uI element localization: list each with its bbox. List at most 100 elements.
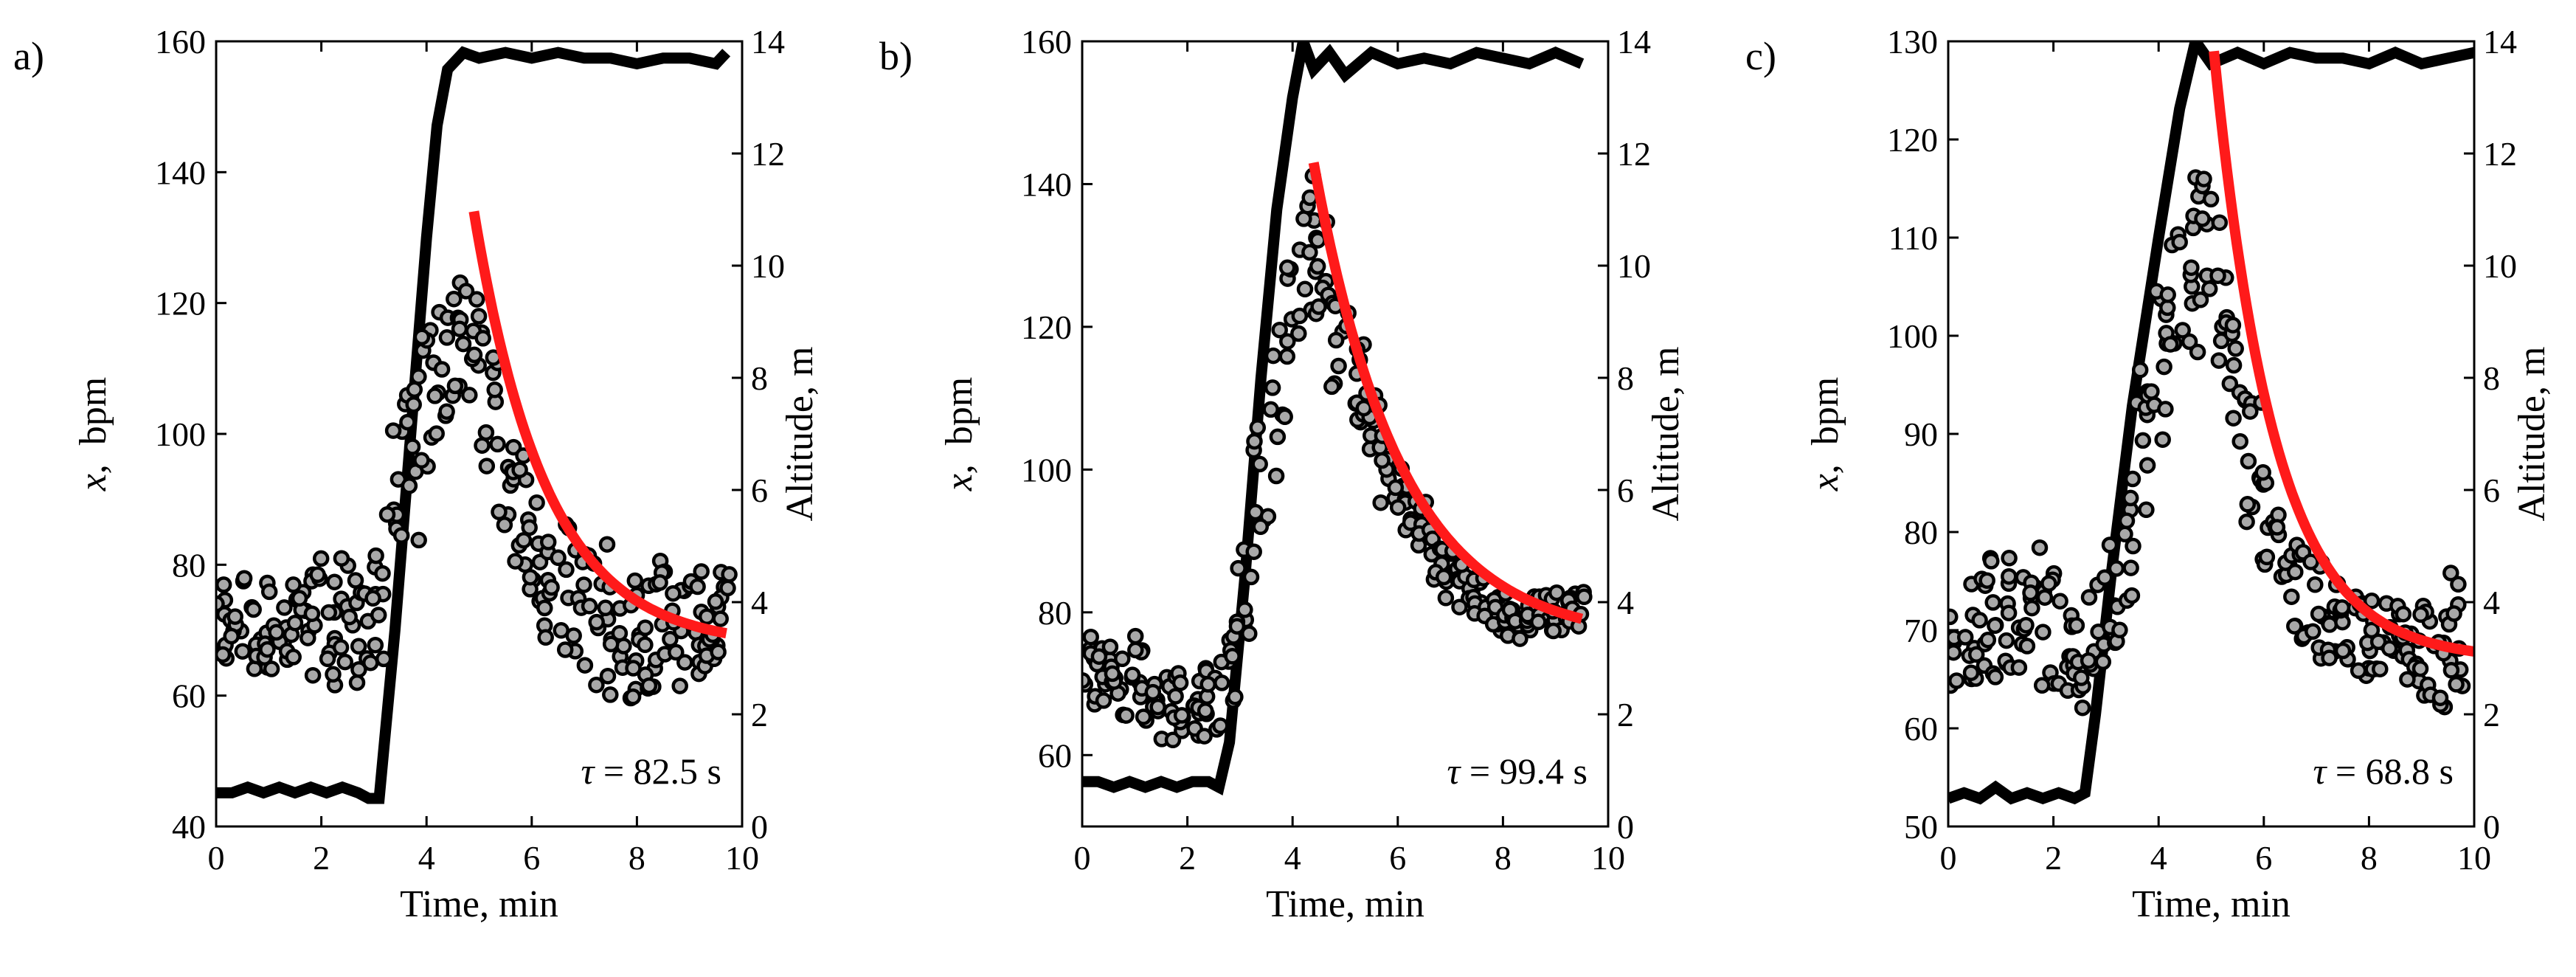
heart-rate-point: [2268, 519, 2286, 536]
x-tick-label: 4: [2150, 839, 2167, 877]
heart-rate-point: [1435, 568, 1453, 586]
heart-rate-point: [433, 361, 451, 378]
y-axis-unit: bpm: [1804, 377, 1846, 445]
heart-rate-point: [401, 477, 418, 494]
heart-rate-point: [624, 688, 642, 705]
heart-rate-point: [1267, 467, 1285, 485]
heart-rate-point: [350, 661, 367, 678]
heart-rate-point: [470, 308, 488, 325]
heart-rate-point: [528, 494, 545, 511]
heart-rate-point: [2238, 513, 2255, 531]
heart-rate-point: [375, 650, 392, 668]
y-tick-label: 100: [155, 415, 206, 453]
heart-rate-point: [637, 636, 654, 654]
y-axis-label: x, bpm: [1804, 377, 1846, 492]
y-axis-label: x, bpm: [938, 377, 980, 492]
heart-rate-point: [1545, 622, 1562, 640]
heart-rate-point: [1271, 321, 1288, 339]
heart-rate-point: [1276, 408, 1293, 426]
y-tick-label: 60: [1038, 736, 1072, 774]
x-tick-label: 10: [725, 839, 759, 877]
heart-rate-point: [1948, 672, 1965, 689]
y2-tick-label: 0: [2483, 808, 2500, 846]
heart-rate-point: [1197, 702, 1214, 719]
heart-rate-point: [2134, 432, 2152, 449]
x-tick-label: 8: [629, 839, 645, 877]
x-tick-label: 6: [523, 839, 540, 877]
heart-rate-point: [1967, 646, 1985, 663]
heart-rate-point: [598, 536, 616, 553]
y2-tick-label: 4: [1617, 584, 1634, 621]
heart-rate-point: [1104, 665, 1121, 683]
heart-rate-point: [1290, 325, 1307, 342]
heart-rate-point: [2395, 605, 2412, 623]
y-tick-label: 50: [1904, 808, 1938, 846]
heart-rate-point: [2139, 457, 2156, 474]
heart-rate-point: [309, 566, 326, 584]
heart-rate-point: [291, 590, 308, 607]
heart-rate-point: [2450, 576, 2467, 593]
heart-rate-point: [2310, 605, 2327, 623]
heart-rate-point: [2202, 190, 2220, 208]
tau-value: = 82.5 s: [594, 750, 721, 792]
heart-rate-point: [2031, 539, 2049, 556]
heart-rate-point: [1327, 331, 1345, 349]
tau-value: = 68.8 s: [2326, 750, 2454, 792]
heart-rate-point: [2108, 560, 2125, 577]
x-tick-label: 2: [2045, 839, 2062, 877]
heart-rate-point: [611, 624, 629, 642]
heart-rate-point: [336, 653, 353, 671]
y-axis-label: x, bpm: [72, 377, 114, 492]
heart-rate-point: [486, 382, 503, 398]
heart-rate-point: [602, 686, 619, 703]
heart-rate-point: [454, 335, 472, 353]
heart-rate-point: [2239, 496, 2257, 513]
heart-rate-point: [451, 320, 468, 337]
heart-rate-point: [2210, 352, 2228, 369]
heart-rate-point: [712, 610, 729, 627]
heart-rate-point: [1264, 379, 1281, 396]
x-tick-label: 10: [2457, 839, 2491, 877]
heart-rate-point: [367, 636, 384, 654]
y2-tick-label: 14: [2483, 23, 2517, 61]
heart-rate-point: [374, 565, 391, 582]
heart-rate-point: [2305, 623, 2321, 641]
heart-rate-point: [553, 622, 569, 639]
heart-rate-point: [2001, 550, 2018, 567]
heart-rate-point: [1242, 568, 1260, 586]
heart-rate-point: [558, 561, 575, 579]
heart-rate-point: [576, 657, 594, 674]
heart-rate-point: [341, 608, 358, 626]
heart-rate-point: [2157, 401, 2174, 418]
heart-rate-point: [665, 584, 682, 602]
heart-rate-point: [496, 517, 513, 534]
altitude-line: [216, 46, 731, 804]
heart-rate-point: [1252, 518, 1270, 536]
heart-rate-point: [2040, 575, 2057, 592]
x-axis-label: Time, min: [400, 883, 558, 925]
heart-rate-point: [556, 641, 574, 658]
y2-tick-label: 2: [751, 696, 768, 733]
y-tick-label: 120: [1021, 308, 1072, 346]
heart-rate-point: [2194, 210, 2211, 227]
heart-rate-point: [1090, 648, 1108, 665]
heart-rate-point: [399, 413, 416, 431]
x-tick-label: 8: [2361, 839, 2378, 877]
heart-rate-point: [1101, 638, 1119, 655]
panel-label: c): [1745, 34, 1776, 78]
x-tick-label: 10: [1591, 839, 1625, 877]
heart-rate-point: [1987, 669, 2004, 686]
heart-rate-point: [2122, 559, 2139, 576]
heart-rate-point: [2224, 317, 2242, 334]
heart-rate-point: [1309, 232, 1326, 249]
y-tick-label: 60: [172, 677, 206, 715]
axes-box: [1081, 40, 1610, 828]
tau-symbol: τ: [581, 750, 595, 792]
heart-rate-point: [1987, 617, 2004, 635]
heart-rate-point: [2174, 322, 2191, 339]
heart-rate-point: [522, 568, 539, 586]
heart-rate-point: [1387, 479, 1405, 497]
heart-rate-point: [2068, 617, 2085, 634]
y-tick-label: 160: [155, 23, 206, 61]
